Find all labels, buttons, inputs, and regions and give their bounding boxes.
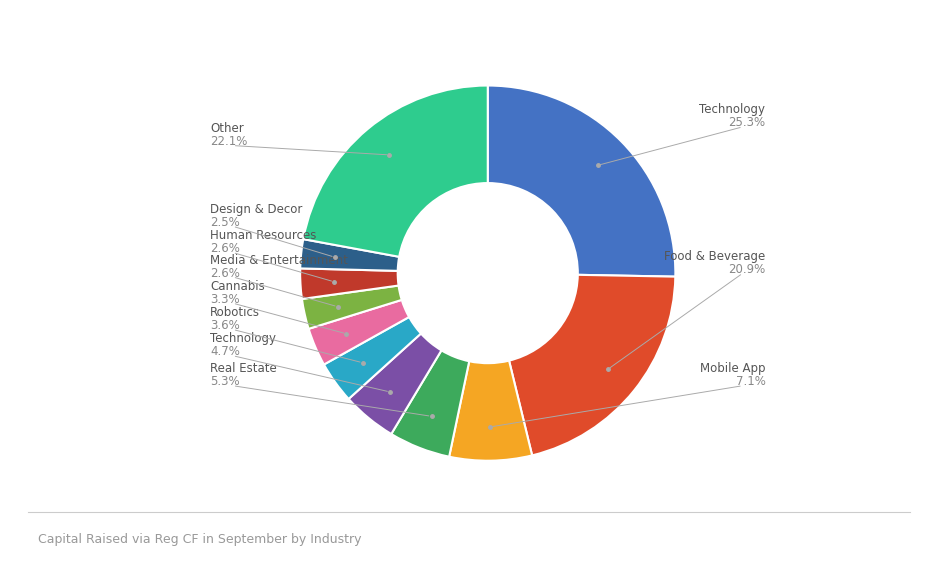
Wedge shape: [300, 239, 400, 271]
Wedge shape: [391, 351, 469, 457]
Text: 5.3%: 5.3%: [210, 376, 240, 389]
Text: Mobile App: Mobile App: [700, 362, 765, 376]
Wedge shape: [300, 269, 399, 299]
Wedge shape: [488, 85, 675, 277]
Text: Capital Raised via Reg CF in September by Industry: Capital Raised via Reg CF in September b…: [38, 533, 361, 546]
Wedge shape: [302, 286, 401, 329]
Text: 2.5%: 2.5%: [210, 216, 240, 229]
Text: 20.9%: 20.9%: [728, 263, 765, 276]
Text: Design & Decor: Design & Decor: [210, 203, 302, 216]
Text: Technology: Technology: [700, 104, 765, 117]
Text: Human Resources: Human Resources: [210, 229, 316, 242]
Text: 2.6%: 2.6%: [210, 266, 240, 279]
Text: 3.6%: 3.6%: [210, 319, 240, 332]
Text: Other: Other: [210, 122, 244, 135]
Text: 25.3%: 25.3%: [728, 117, 765, 130]
Text: Technology: Technology: [210, 332, 276, 345]
Text: Cannabis: Cannabis: [210, 280, 265, 293]
Text: Real Estate: Real Estate: [210, 362, 277, 376]
Text: 3.3%: 3.3%: [210, 293, 240, 306]
Wedge shape: [349, 333, 442, 434]
Text: Robotics: Robotics: [210, 306, 260, 319]
Wedge shape: [509, 275, 675, 455]
Text: Food & Beverage: Food & Beverage: [664, 250, 765, 263]
Text: 22.1%: 22.1%: [210, 135, 248, 149]
Wedge shape: [324, 317, 421, 399]
Wedge shape: [449, 361, 532, 461]
Text: 7.1%: 7.1%: [735, 376, 765, 389]
Wedge shape: [303, 85, 488, 257]
Text: 4.7%: 4.7%: [210, 345, 240, 358]
Text: Media & Entertainment: Media & Entertainment: [210, 254, 348, 266]
Text: 2.6%: 2.6%: [210, 242, 240, 255]
Wedge shape: [309, 300, 409, 365]
